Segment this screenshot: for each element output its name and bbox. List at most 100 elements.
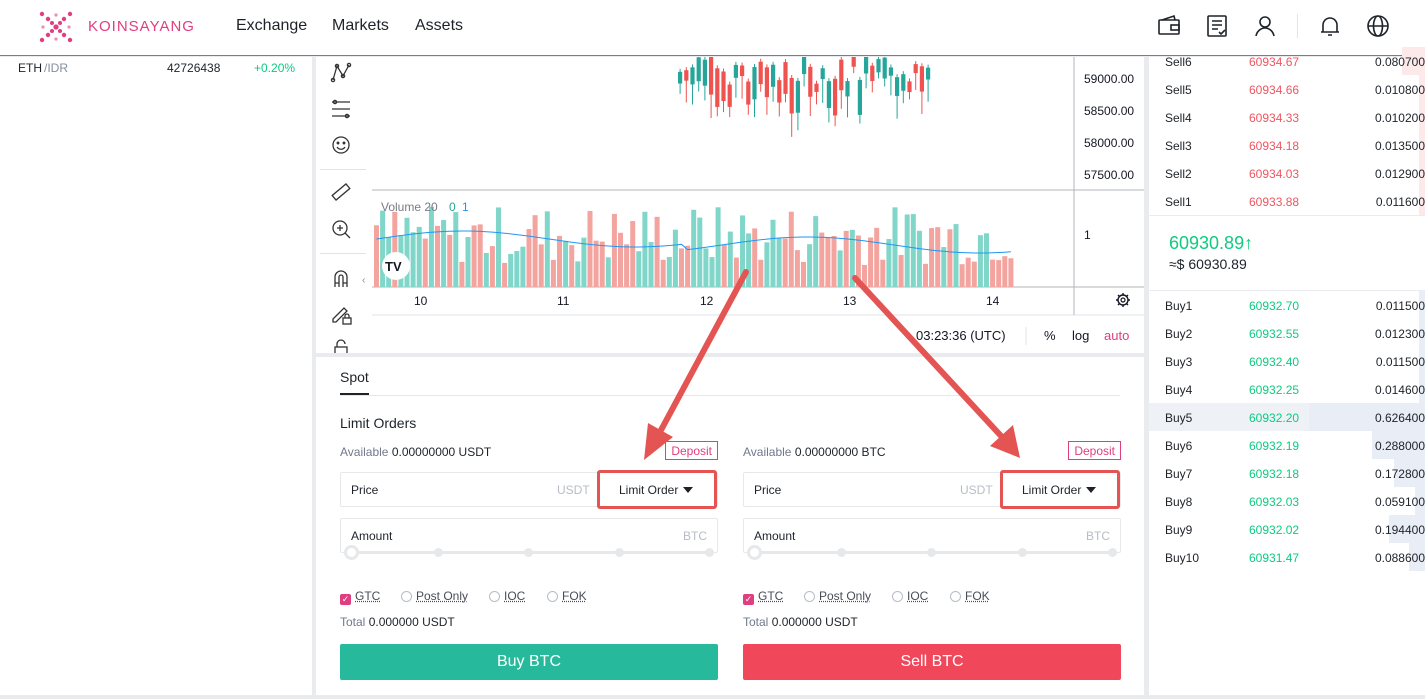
emoji-icon[interactable] <box>330 134 352 156</box>
volume-bar <box>624 244 630 287</box>
orderbook-row[interactable]: Buy10 60931.47 0.088600 <box>1149 543 1425 571</box>
buy-form: Available 0.00000000 USDT Deposit Price … <box>340 439 718 689</box>
volume-bar <box>807 244 813 287</box>
buy-available-label: Available <box>340 445 389 459</box>
nav-assets[interactable]: Assets <box>415 17 464 34</box>
buy-total-value: 0.000000 USDT <box>368 615 455 629</box>
price-tick-label: 59000.00 <box>1084 72 1134 86</box>
globe-icon[interactable] <box>1366 14 1390 38</box>
volume-bar <box>404 217 410 287</box>
lock-icon[interactable] <box>330 339 352 353</box>
orderbook-row[interactable]: Buy9 60932.02 0.194400 <box>1149 515 1425 543</box>
row-name: Buy7 <box>1165 467 1193 481</box>
buy-tif-post-only-label: Post Only <box>416 589 469 603</box>
radio-icon <box>892 591 903 602</box>
ruler-icon[interactable] <box>330 181 352 203</box>
nav-exchange[interactable]: Exchange <box>236 17 308 34</box>
volume-bar <box>477 224 483 287</box>
sell-btc-button[interactable]: Sell BTC <box>743 644 1121 680</box>
volume-bar <box>630 221 636 287</box>
orderbook-row[interactable]: Buy3 60932.40 0.011500 <box>1149 347 1425 375</box>
checked-icon: ✓ <box>743 594 754 605</box>
sell-deposit-button[interactable]: Deposit <box>1068 441 1121 460</box>
volume-bar <box>538 244 544 287</box>
buy-tif-fok[interactable]: FOK <box>547 589 587 603</box>
svg-text:TV: TV <box>385 259 402 274</box>
sell-available-value: 0.00000000 BTC <box>794 445 886 459</box>
orderbook-row[interactable]: Sell1 60933.88 0.011600 <box>1149 187 1425 215</box>
volume-ma-line <box>376 230 1011 254</box>
depth-bar <box>1419 375 1425 403</box>
sell-price-unit: USDT <box>960 483 993 497</box>
orderbook-row[interactable]: Buy2 60932.55 0.012300 <box>1149 319 1425 347</box>
orderbook-row[interactable]: Sell3 60934.18 0.013500 <box>1149 131 1425 159</box>
buy-price-field[interactable]: Price USDT Limit Order <box>340 470 718 509</box>
wallet-icon[interactable] <box>1157 14 1181 38</box>
pattern-icon[interactable] <box>330 62 352 84</box>
row-price: 60931.47 <box>1249 551 1300 565</box>
collapse-toolbar-handle[interactable]: ‹ <box>362 275 366 286</box>
sell-tif-ioc[interactable]: IOC <box>892 589 928 603</box>
sell-total-label: Total <box>743 615 769 629</box>
buy-tif-ioc[interactable]: IOC <box>489 589 525 603</box>
orderbook-row[interactable]: Buy4 60932.25 0.014600 <box>1149 375 1425 403</box>
orderbook-row[interactable]: Buy6 60932.19 0.288000 <box>1149 431 1425 459</box>
buy-btc-button[interactable]: Buy BTC <box>340 644 718 680</box>
row-name: Buy8 <box>1165 495 1193 509</box>
last-price: 60930.89↑ <box>1169 233 1253 254</box>
orderbook-row[interactable]: Buy5 60932.20 0.626400 <box>1149 403 1425 431</box>
orderbook-row[interactable]: Buy7 60932.18 0.172800 <box>1149 459 1425 487</box>
volume-bar <box>709 257 715 287</box>
lock-pencil-icon[interactable] <box>330 303 352 325</box>
sell-tif-post-only[interactable]: Post Only <box>804 589 871 603</box>
orderbook-row[interactable]: Sell2 60934.03 0.012900 <box>1149 159 1425 187</box>
slider-handle[interactable] <box>747 545 762 560</box>
slider-step-25[interactable] <box>837 548 846 557</box>
buy-tif-gtc[interactable]: ✓ GTC <box>340 589 380 605</box>
depth-bar <box>1419 187 1425 215</box>
buy-order-type-select[interactable]: Limit Order <box>597 470 717 509</box>
tab-spot[interactable]: Spot <box>340 369 369 385</box>
bell-icon[interactable] <box>1318 14 1342 38</box>
market-row[interactable]: ETH /IDR 42726438 +0.20% <box>0 57 312 77</box>
price-chart[interactable]: 59000.00 58500.00 58000.00 57500.00 Volume … <box>372 57 1144 353</box>
row-name: Buy10 <box>1165 551 1200 565</box>
slider-step-75[interactable] <box>1018 548 1027 557</box>
sell-tif-gtc-label: GTC <box>758 589 784 603</box>
orderbook-row[interactable]: Sell4 60934.33 0.010200 <box>1149 103 1425 131</box>
koinsayang-logo[interactable] <box>38 10 74 44</box>
user-icon[interactable] <box>1253 14 1277 38</box>
orderbook-row[interactable]: Buy8 60932.03 0.059100 <box>1149 487 1425 515</box>
sell-order-type-select[interactable]: Limit Order <box>1000 470 1120 509</box>
slider-step-25[interactable] <box>434 548 443 557</box>
slider-step-50[interactable] <box>927 548 936 557</box>
buy-tif-post-only[interactable]: Post Only <box>401 589 468 603</box>
fib-icon[interactable] <box>330 98 352 120</box>
sell-tif-gtc[interactable]: ✓ GTC <box>743 589 783 605</box>
zoom-in-icon[interactable] <box>330 218 352 240</box>
slider-step-100[interactable] <box>1108 548 1117 557</box>
volume-bar <box>636 251 642 287</box>
orderbook-row[interactable]: Sell5 60934.66 0.010800 <box>1149 75 1425 103</box>
slider-step-50[interactable] <box>524 548 533 557</box>
magnet-icon[interactable] <box>330 267 352 289</box>
row-name: Buy4 <box>1165 383 1193 397</box>
nav-markets[interactable]: Markets <box>332 17 389 34</box>
buy-deposit-button[interactable]: Deposit <box>665 441 718 460</box>
row-amount: 0.626400 <box>1374 411 1425 425</box>
sell-percent-slider[interactable] <box>747 545 1117 560</box>
slider-step-100[interactable] <box>705 548 714 557</box>
sell-tif-fok[interactable]: FOK <box>950 589 990 603</box>
orders-icon[interactable] <box>1205 14 1229 38</box>
orderbook-row[interactable]: Buy1 60932.70 0.011500 <box>1149 291 1425 319</box>
time-ticks: 10 11 12 13 14 <box>414 294 1000 308</box>
slider-step-75[interactable] <box>615 548 624 557</box>
volume-bar <box>990 259 996 287</box>
volume-bar <box>447 234 453 287</box>
orderbook-row[interactable]: Sell6 60934.67 0.080700 <box>1149 47 1425 75</box>
slider-handle[interactable] <box>344 545 359 560</box>
row-name: Buy5 <box>1165 411 1193 425</box>
sell-price-field[interactable]: Price USDT Limit Order <box>743 470 1121 509</box>
row-price: 60934.03 <box>1249 167 1300 181</box>
buy-percent-slider[interactable] <box>344 545 714 560</box>
